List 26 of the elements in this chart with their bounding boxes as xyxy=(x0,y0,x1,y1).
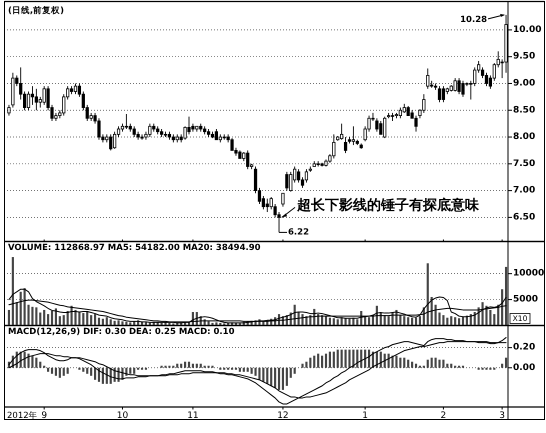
x-tick-label: 9 xyxy=(41,411,48,421)
y-tick-label: 0.00 xyxy=(513,362,536,373)
x-tick-label: 3 xyxy=(499,411,505,421)
text: (日线,前复权) xyxy=(8,5,64,16)
y-tick-label: 6.50 xyxy=(513,212,536,222)
x-tick-label: 2 xyxy=(440,411,446,421)
y-tick-label: 10.00 xyxy=(513,24,542,35)
annotation: 超长下影线的锤子有探底意味 xyxy=(296,196,480,214)
x-tick-label: 1 xyxy=(362,411,368,421)
chart-title: MACD(12,26,9) DIF: 0.30 DEA: 0.25 MACD: 0.10 xyxy=(8,327,235,337)
y-tick-label: 9.00 xyxy=(513,78,536,88)
y-tick-label: 10000 xyxy=(513,268,544,279)
y-tick-label: 0.20 xyxy=(513,342,536,353)
y-tick-label: 8.00 xyxy=(513,132,536,142)
annotation: 10.28 xyxy=(460,14,488,25)
y-tick-label: 8.50 xyxy=(513,105,536,116)
x-tick-label: 12 xyxy=(277,411,289,421)
x-axis-title: 2012年 xyxy=(7,410,38,421)
x-tick-label: 11 xyxy=(187,411,199,421)
y-tick-label: 7.00 xyxy=(513,186,536,196)
y-tick-label: 7.50 xyxy=(513,158,536,169)
chart-title: VOLUME: 112868.97 MA5: 54182.00 MA20: 38494.90 xyxy=(8,243,261,253)
y-tick-label: 9.50 xyxy=(513,52,536,62)
y-tick-label: 5000 xyxy=(513,294,538,305)
annotation: 6.22 xyxy=(288,227,310,238)
x-tick-label: 10 xyxy=(116,411,128,421)
